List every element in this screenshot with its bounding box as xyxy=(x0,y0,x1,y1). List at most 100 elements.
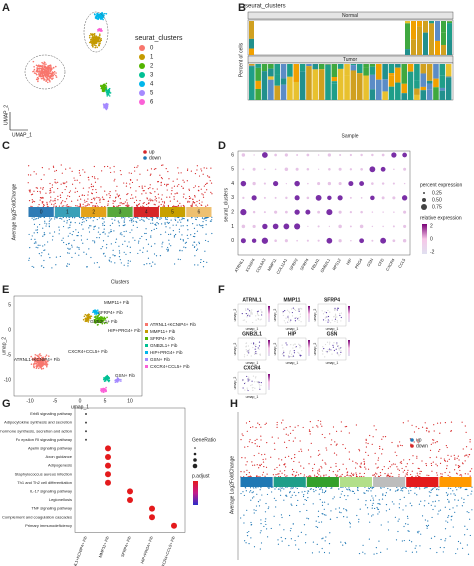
cell-point xyxy=(48,77,50,79)
gene-point xyxy=(154,199,156,201)
bar-segment xyxy=(312,80,319,100)
cell-point xyxy=(95,14,98,17)
gene-point xyxy=(444,528,447,530)
gene-point xyxy=(67,235,69,237)
gene-point xyxy=(129,246,131,248)
gene-point xyxy=(154,204,156,206)
gene-point xyxy=(158,197,160,199)
cell-point xyxy=(94,46,97,49)
gene-point xyxy=(457,540,460,543)
gene-point xyxy=(283,529,285,531)
bar-segment xyxy=(420,86,427,91)
gene-point xyxy=(126,204,128,206)
gene-point xyxy=(414,487,416,489)
gene-point xyxy=(147,188,150,190)
gene-point xyxy=(426,474,428,476)
feature-title: GNB2L1 xyxy=(242,331,262,337)
gene-point xyxy=(64,201,66,203)
bar-segment xyxy=(337,64,344,69)
gene-point xyxy=(154,223,156,226)
cell-point xyxy=(40,77,43,80)
cell-point xyxy=(296,316,298,319)
gene-point xyxy=(279,494,282,496)
gene-point xyxy=(41,202,43,204)
expression-dot xyxy=(391,152,397,158)
gene-point xyxy=(183,217,185,220)
bar-segment xyxy=(363,75,369,100)
cell-point xyxy=(324,317,327,319)
cell-point xyxy=(298,317,300,319)
gene-point xyxy=(426,486,428,489)
expression-dot xyxy=(360,210,363,214)
cluster-box xyxy=(439,477,472,487)
cell-point xyxy=(254,377,257,379)
gene-point xyxy=(260,487,262,489)
cell-point xyxy=(36,354,38,357)
gene-point xyxy=(125,182,128,184)
cell-point xyxy=(327,309,329,312)
gene-point xyxy=(55,264,57,266)
cell-point xyxy=(285,317,287,319)
expression-dot xyxy=(326,209,333,216)
gene-point xyxy=(376,552,378,555)
gene-point xyxy=(103,231,105,233)
gene-point xyxy=(205,216,208,219)
expression-dot xyxy=(360,197,363,199)
gene-point xyxy=(401,467,403,470)
gene-point xyxy=(338,468,341,471)
cluster-label: CXCR4+CCL5+ Fib xyxy=(68,349,108,354)
gene-point xyxy=(421,460,423,462)
gene-point xyxy=(180,221,182,223)
gene-point xyxy=(291,473,293,475)
gene-point xyxy=(132,237,134,239)
gene-point xyxy=(290,503,292,505)
gene-point xyxy=(407,517,409,519)
gene-point xyxy=(377,513,379,515)
gene-point xyxy=(181,185,183,187)
gene-point xyxy=(448,501,450,503)
gene-point xyxy=(247,445,249,448)
cell-point xyxy=(291,315,294,317)
gene-point xyxy=(406,463,408,465)
gene-point xyxy=(276,426,278,429)
gene-point xyxy=(327,503,329,505)
label: umap_2 xyxy=(233,343,237,356)
gene-point xyxy=(450,455,452,457)
gene-point xyxy=(317,472,319,474)
gene-point xyxy=(400,488,402,490)
gene-point xyxy=(317,510,320,512)
gene-point xyxy=(49,257,51,259)
cell-point xyxy=(89,317,92,320)
gene-point xyxy=(371,495,373,497)
gene-point xyxy=(152,217,154,219)
cell-point xyxy=(99,40,102,43)
gene-point xyxy=(116,193,118,195)
gene-point xyxy=(280,490,282,492)
cell-point xyxy=(247,350,249,352)
gene-point xyxy=(373,486,375,489)
gene-point xyxy=(127,192,129,195)
gene-point xyxy=(88,179,90,181)
gene-point xyxy=(109,197,111,199)
y-tick-label: 3 xyxy=(231,195,234,201)
plot-frame xyxy=(317,337,347,361)
gene-point xyxy=(441,475,443,478)
gene-point xyxy=(118,245,120,247)
bar-segment xyxy=(280,64,287,79)
gene-point xyxy=(268,506,270,508)
cell-point xyxy=(31,357,34,360)
gene-point xyxy=(150,222,152,224)
cell-point xyxy=(247,380,249,382)
bar-segment xyxy=(411,39,416,55)
gene-point xyxy=(442,551,444,553)
gene-point xyxy=(49,182,51,185)
gene-point xyxy=(33,232,35,234)
bar-segment xyxy=(441,44,446,55)
gene-point xyxy=(330,510,332,512)
gene-point xyxy=(186,219,189,222)
gene-point xyxy=(78,172,81,174)
gene-point xyxy=(251,491,253,494)
expression-dot xyxy=(274,168,277,171)
gene-point xyxy=(32,200,34,202)
bar-segment xyxy=(363,64,369,68)
